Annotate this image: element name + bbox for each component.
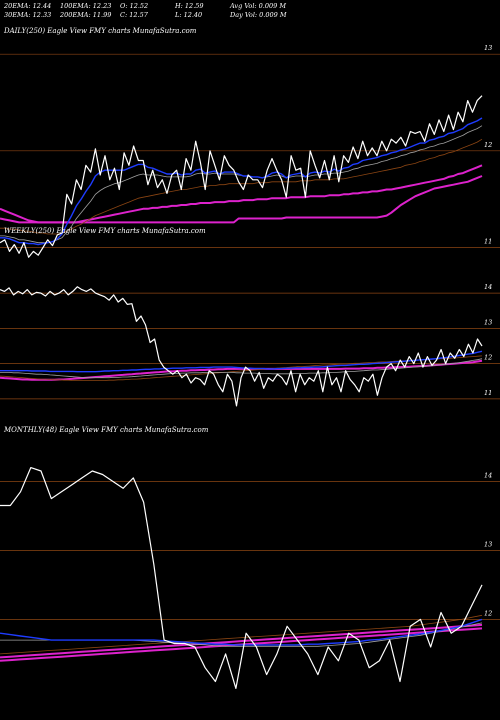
y-tick-label: 13 [484,318,492,326]
ema200-stat: 200EMA: 11.99 [60,11,112,19]
price-line [0,286,483,407]
high-stat: H: 12.59 [175,2,204,10]
ema20-stat: 20EMA: 12.44 [4,2,52,10]
open-stat: O: 12.52 [120,2,149,10]
ema-slow-line [0,164,483,224]
y-tick-label: 11 [484,238,492,246]
chart-panel-3: 14 13 12 MONTHLY(48) Eagle View FMY charts … [0,426,500,689]
y-tick-label: 13 [484,540,492,548]
ema-long-line [0,614,483,655]
chart-title: WEEKLY(250) Eagle View FMY charts Munafa… [4,227,206,235]
avg-volume-stat: Avg Vol: 0.009 M [230,2,287,10]
ema-long-line [0,138,483,235]
price-line [0,95,483,258]
chart-panel-2: 14 13 12 11 WEEKLY(250) Eagle View FMY chart… [0,227,500,407]
y-tick-label: 12 [484,141,492,149]
ema100-stat: 100EMA: 12.23 [60,2,112,10]
price-line [0,467,483,689]
y-tick-label: 12 [484,354,492,362]
ema30-stat: 30EMA: 12.33 [4,11,52,19]
chart-title: DAILY(250) Eagle View FMY charts MunafaS… [3,27,197,35]
close-stat: C: 12.57 [120,11,148,19]
y-tick-label: 14 [484,471,492,479]
ema-mid-line [0,358,483,379]
indicator-stats-header: 20EMA: 12.44 100EMA: 12.23 O: 12.52 H: 1… [0,0,500,20]
ema-slow-line [0,359,483,381]
ema-short-line [0,618,483,646]
chart-title: MONTHLY(48) Eagle View FMY charts Munafa… [3,426,209,434]
day-volume-stat: Day Vol: 0.009 M [230,11,287,19]
chart-panel-1: 13 12 11 DAILY(250) Eagle View FMY charts M… [0,27,500,258]
y-tick-label: 11 [484,389,492,397]
y-tick-label: 14 [484,283,492,291]
ema-extra-line [0,623,483,659]
ema-short-line [0,117,483,246]
y-tick-label: 12 [484,609,492,617]
low-stat: L: 12.40 [175,11,203,19]
y-tick-label: 13 [484,44,492,52]
ema-mid-line [0,125,483,244]
